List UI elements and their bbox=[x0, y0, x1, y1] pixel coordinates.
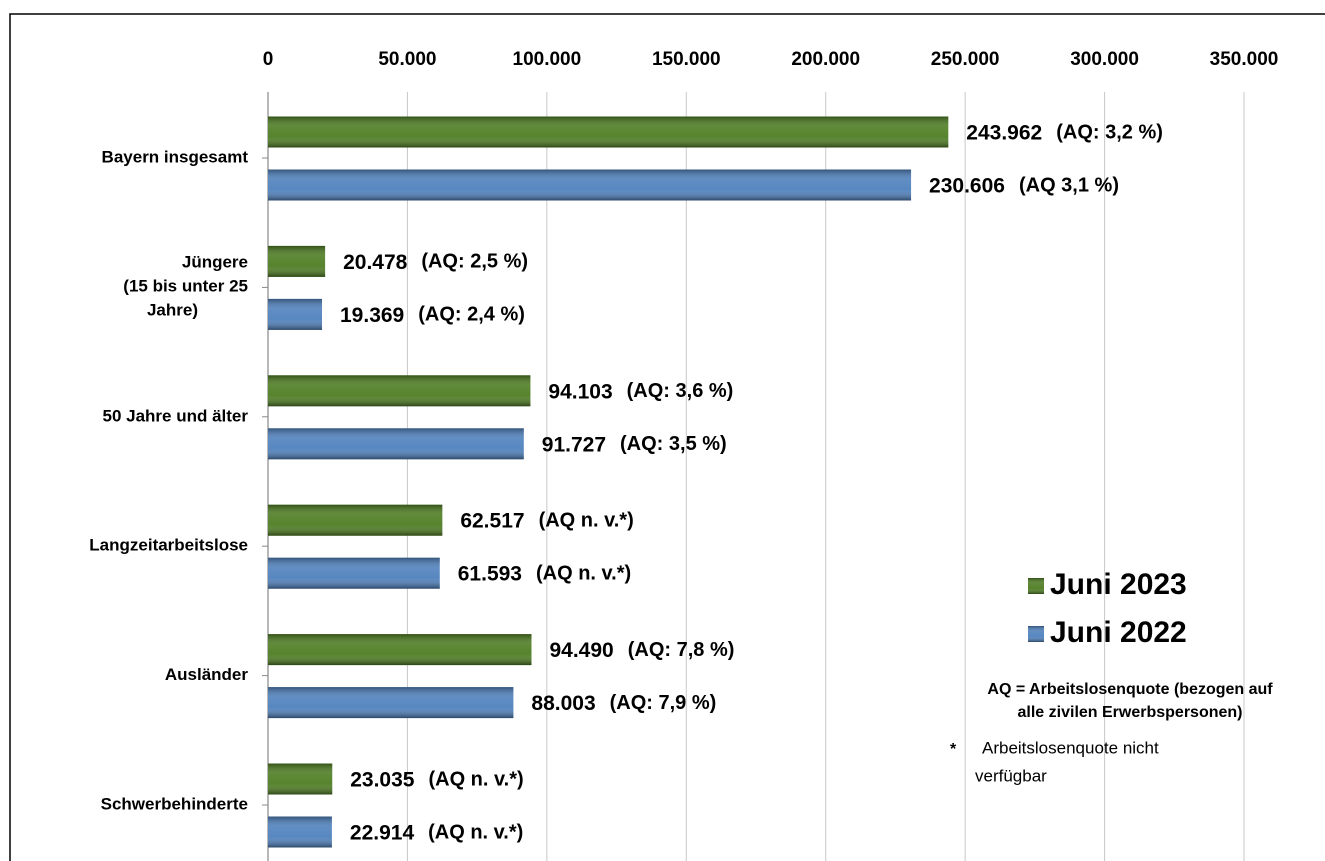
data-label: 23.035 bbox=[350, 769, 415, 792]
data-label: 20.478 bbox=[343, 251, 408, 274]
y-tick-label: Ausländer bbox=[165, 665, 249, 684]
data-annotation: (AQ n. v.*) bbox=[539, 509, 634, 531]
bar-shade bbox=[268, 169, 912, 201]
x-tick-label: 50.000 bbox=[378, 49, 436, 70]
data-annotation: (AQ: 2,4 %) bbox=[418, 304, 525, 326]
data-label: 94.490 bbox=[549, 639, 613, 662]
x-tick-label: 300.000 bbox=[1070, 49, 1139, 70]
data-label: 61.593 bbox=[458, 563, 522, 586]
data-annotation: (AQ: 2,5 %) bbox=[421, 251, 528, 273]
asterisk-note: verfügbar bbox=[975, 766, 1047, 785]
data-annotation: (AQ: 7,9 %) bbox=[610, 692, 717, 714]
bar-shade bbox=[268, 634, 532, 666]
y-tick-label: 50 Jahre und älter bbox=[102, 406, 248, 425]
data-annotation: (AQ n. v.*) bbox=[536, 562, 631, 584]
data-label: 91.727 bbox=[542, 433, 606, 456]
legend-label: Juni 2022 bbox=[1050, 616, 1187, 649]
data-annotation: (AQ: 7,8 %) bbox=[628, 639, 735, 661]
bar-shade bbox=[268, 763, 333, 795]
footnote: alle zivilen Erwerbspersonen) bbox=[1018, 704, 1243, 721]
data-annotation: (AQ 3,1 %) bbox=[1019, 174, 1119, 196]
legend-label: Juni 2023 bbox=[1050, 568, 1187, 601]
bar-shade bbox=[268, 428, 524, 460]
x-tick-label: 0 bbox=[263, 49, 274, 70]
footnote: AQ = Arbeitslosenquote (bezogen auf bbox=[987, 681, 1273, 698]
data-label: 22.914 bbox=[350, 822, 415, 845]
bar-shade bbox=[268, 687, 514, 719]
bar-shade bbox=[268, 816, 332, 848]
data-annotation: (AQ n. v.*) bbox=[428, 768, 523, 790]
bar-shade bbox=[268, 298, 323, 330]
data-annotation: (AQ: 3,5 %) bbox=[620, 433, 727, 455]
x-tick-label: 200.000 bbox=[791, 49, 860, 70]
data-annotation: (AQ: 3,6 %) bbox=[627, 380, 734, 402]
x-tick-label: 250.000 bbox=[931, 49, 1000, 70]
legend-swatch-shade bbox=[1028, 578, 1044, 594]
x-tick-label: 150.000 bbox=[652, 49, 721, 70]
x-tick-label: 100.000 bbox=[513, 49, 582, 70]
chart-border bbox=[9, 13, 1325, 861]
legend-swatch-shade bbox=[1028, 626, 1044, 642]
data-label: 243.962 bbox=[966, 122, 1042, 145]
bar-shade bbox=[268, 375, 531, 407]
y-tick-label: Jüngere (15 bis unter 25 Jahre) bbox=[123, 253, 248, 320]
y-tick-label: Langzeitarbeitslose bbox=[89, 536, 248, 555]
x-tick-label: 350.000 bbox=[1210, 49, 1279, 70]
y-tick-label: Bayern insgesamt bbox=[102, 147, 249, 166]
data-label: 88.003 bbox=[531, 692, 595, 715]
asterisk-note: Arbeitslosenquote nicht bbox=[982, 738, 1159, 757]
bar-shade bbox=[268, 557, 440, 589]
data-label: 19.369 bbox=[340, 304, 404, 327]
bar-shade bbox=[268, 116, 949, 148]
data-annotation: (AQ n. v.*) bbox=[428, 821, 523, 843]
bar-shade bbox=[268, 245, 326, 277]
bar-shade bbox=[268, 504, 443, 536]
y-tick-label: Schwerbehinderte bbox=[101, 794, 248, 813]
data-label: 94.103 bbox=[548, 380, 612, 403]
data-label: 230.606 bbox=[929, 175, 1005, 198]
asterisk: * bbox=[950, 741, 957, 758]
data-label: 62.517 bbox=[460, 510, 524, 533]
data-annotation: (AQ: 3,2 %) bbox=[1056, 121, 1163, 143]
